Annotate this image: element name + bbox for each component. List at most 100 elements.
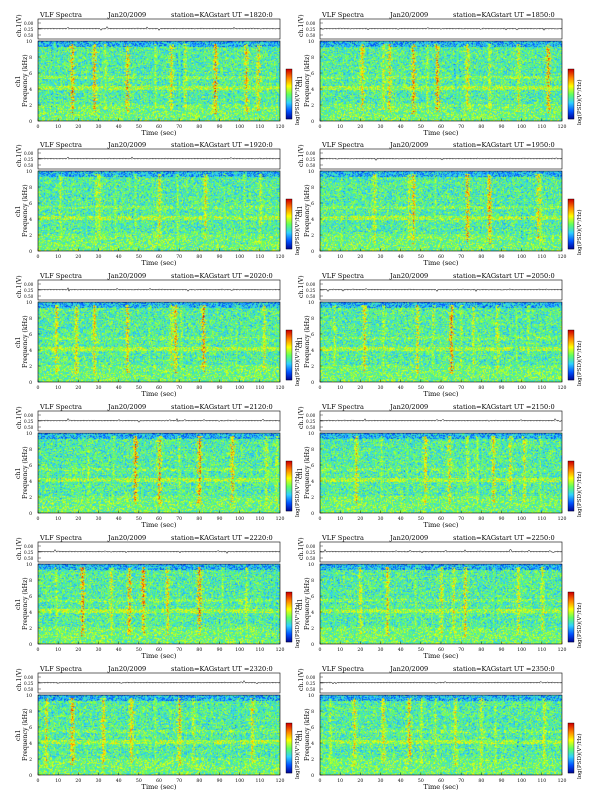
colorbar-swatch: [286, 94, 292, 96]
colorbar-swatch: [568, 330, 574, 332]
time-tick-label: 20: [357, 124, 363, 130]
colorbar-swatch: [568, 606, 574, 608]
colorbar-swatch: [568, 217, 574, 219]
panel-instrument-label: VLF Spectra: [39, 534, 82, 542]
colorbar-swatch: [568, 231, 574, 233]
time-tick-label: 110: [255, 647, 264, 653]
frequency-tick-label: 8: [311, 316, 314, 322]
time-tick-label: 70: [176, 254, 182, 260]
colorbar-swatch: [286, 728, 292, 730]
colorbar-swatch: [568, 608, 574, 610]
colorbar-swatch: [286, 239, 292, 241]
strip-tick-label: 0.25: [24, 157, 34, 162]
colorbar-swatch: [568, 210, 574, 212]
colorbar-label: log(PSD)(V²/Hz): [576, 602, 583, 648]
panel-instrument-label: VLF Spectra: [39, 272, 82, 280]
colorbar-swatch: [286, 73, 292, 75]
colorbar-swatch: [286, 341, 292, 343]
strip-tick-label: 0.00: [306, 675, 316, 680]
time-tick-label: 50: [136, 778, 142, 784]
colorbar-swatch: [286, 494, 292, 496]
channel-axis-label: ch1: [297, 337, 304, 348]
ch1-axis-label: ch.1(V): [16, 537, 23, 560]
time-tick-label: 40: [116, 516, 122, 522]
colorbar-swatch: [568, 375, 574, 377]
time-tick-label: 80: [196, 385, 202, 391]
colorbar-swatch: [568, 94, 574, 96]
ch1-axis-label: ch.1(V): [16, 406, 23, 429]
colorbar-swatch: [286, 203, 292, 205]
colorbar-swatch: [286, 219, 292, 221]
frequency-tick-label: 6: [29, 725, 32, 731]
colorbar-swatch: [568, 497, 574, 499]
time-tick-label: 90: [217, 647, 223, 653]
colorbar-swatch: [286, 240, 292, 242]
colorbar-swatch: [568, 363, 574, 365]
colorbar-frame: [285, 591, 293, 643]
time-tick-label: 90: [499, 254, 505, 260]
colorbar-swatch: [568, 601, 574, 603]
colorbar-swatch: [568, 495, 574, 497]
colorbar-swatch: [568, 370, 574, 372]
colorbar-swatch: [286, 208, 292, 210]
frequency-tick-label: 6: [311, 332, 314, 338]
colorbar-swatch: [568, 750, 574, 752]
colorbar-label: log(PSD)(V²/Hz): [294, 340, 301, 386]
colorbar-swatch: [286, 228, 292, 230]
time-tick-label: 20: [357, 254, 363, 260]
colorbar-swatch: [568, 200, 574, 202]
colorbar-swatch: [568, 117, 574, 119]
colorbar-swatch: [568, 209, 574, 211]
colorbar-swatch: [568, 501, 574, 503]
colorbar-swatch: [568, 93, 574, 95]
ch1-amplitude-trace: [37, 417, 281, 423]
time-tick-label: 50: [418, 254, 424, 260]
strip-tick-label: 0.50: [306, 163, 316, 168]
colorbar-swatch: [286, 621, 292, 623]
panel-instrument-label: VLF Spectra: [39, 11, 82, 19]
strip-tick-label: 0.50: [306, 556, 316, 561]
panel-station-label: station=KAG: [171, 141, 214, 149]
spectrogram-panel: VLF Spectra Jan20/2009 station=KAG start UT…: [15, 141, 301, 267]
colorbar-swatch: [568, 488, 574, 490]
colorbar-swatch: [286, 629, 292, 631]
colorbar-swatch: [286, 370, 292, 372]
colorbar-swatch: [568, 628, 574, 630]
time-tick-label: 0: [319, 385, 322, 391]
colorbar-swatch: [286, 70, 292, 72]
frequency-tick-label: 10: [308, 39, 314, 45]
frequency-tick-label: 4: [29, 610, 32, 616]
colorbar-swatch: [568, 333, 574, 335]
colorbar-swatch: [286, 505, 292, 507]
panel-start-time: start UT =1920:0: [214, 141, 273, 149]
colorbar-swatch: [286, 238, 292, 240]
colorbar-swatch: [286, 750, 292, 752]
panel-start-time: start UT =2220:0: [214, 534, 273, 542]
panel-station-label: station=KAG: [171, 534, 214, 542]
colorbar-swatch: [286, 466, 292, 468]
ch1-amplitude-trace: [319, 288, 563, 293]
colorbar-swatch: [286, 349, 292, 351]
spectrogram-panel: VLF Spectra Jan20/2009 station=KAG start UT…: [297, 141, 583, 267]
spectrogram-panel: VLF Spectra Jan20/2009 station=KAG start UT…: [297, 11, 583, 137]
colorbar-swatch: [286, 730, 292, 732]
colorbar-swatch: [568, 751, 574, 753]
frequency-tick-label: 2: [311, 757, 314, 763]
colorbar-swatch: [286, 113, 292, 115]
colorbar-swatch: [568, 98, 574, 100]
time-tick-label: 100: [517, 516, 526, 522]
colorbar-swatch: [286, 633, 292, 635]
colorbar-swatch: [568, 625, 574, 627]
colorbar-swatch: [568, 115, 574, 117]
colorbar-swatch: [568, 336, 574, 338]
time-tick-label: 40: [116, 254, 122, 260]
frequency-tick-label: 2: [311, 626, 314, 632]
colorbar-label: log(PSD)(V²/Hz): [576, 79, 583, 125]
time-tick-label: 100: [517, 254, 526, 260]
time-tick-label: 120: [276, 778, 285, 784]
colorbar-swatch: [286, 215, 292, 217]
colorbar-swatch: [568, 241, 574, 243]
colorbar-swatch: [286, 743, 292, 745]
colorbar-swatch: [286, 86, 292, 88]
colorbar-swatch: [568, 744, 574, 746]
